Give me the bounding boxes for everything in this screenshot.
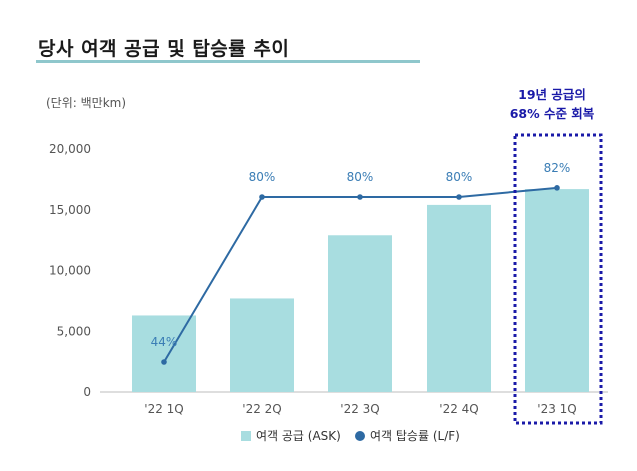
- legend-bar-swatch: [241, 431, 251, 441]
- lf-point: [357, 194, 363, 200]
- x-tick-label: '22 3Q: [340, 402, 379, 416]
- ask-bar: [328, 235, 392, 392]
- lf-data-label: 80%: [347, 170, 374, 184]
- lf-point: [161, 359, 167, 365]
- annotation-text: 68% 수준 회복: [510, 106, 595, 121]
- legend-lf-label: 여객 탑승률 (L/F): [370, 429, 460, 443]
- x-tick-label: '23 1Q: [537, 402, 576, 416]
- ask-bar: [525, 189, 589, 392]
- y-tick-label: 5,000: [57, 324, 91, 338]
- y-tick-label: 15,000: [49, 203, 91, 217]
- title-underline: [36, 60, 420, 63]
- lf-point: [259, 194, 265, 200]
- lf-point: [456, 194, 462, 200]
- legend-line-swatch: [355, 431, 365, 441]
- highlight-box: [513, 133, 603, 425]
- ask-bar: [230, 298, 294, 392]
- annotation-text: 19년 공급의: [518, 87, 586, 102]
- lf-data-label: 82%: [544, 161, 571, 175]
- lf-point: [554, 185, 560, 191]
- x-tick-label: '22 2Q: [242, 402, 281, 416]
- lf-data-label: 80%: [446, 170, 473, 184]
- ask-bar: [427, 204, 491, 392]
- ask-bar: [132, 315, 196, 392]
- y-tick-label: 10,000: [49, 264, 91, 278]
- unit-label: (단위: 백만km): [46, 96, 126, 110]
- chart-title: 당사 여객 공급 및 탑승률 추이: [38, 38, 290, 60]
- x-tick-label: '22 1Q: [144, 402, 183, 416]
- y-tick-label: 0: [83, 385, 91, 399]
- legend-ask-label: 여객 공급 (ASK): [256, 429, 341, 443]
- lf-data-label: 80%: [249, 170, 276, 184]
- x-tick-label: '22 4Q: [439, 402, 478, 416]
- lf-data-label: 44%: [151, 335, 178, 349]
- y-tick-label: 20,000: [49, 142, 91, 156]
